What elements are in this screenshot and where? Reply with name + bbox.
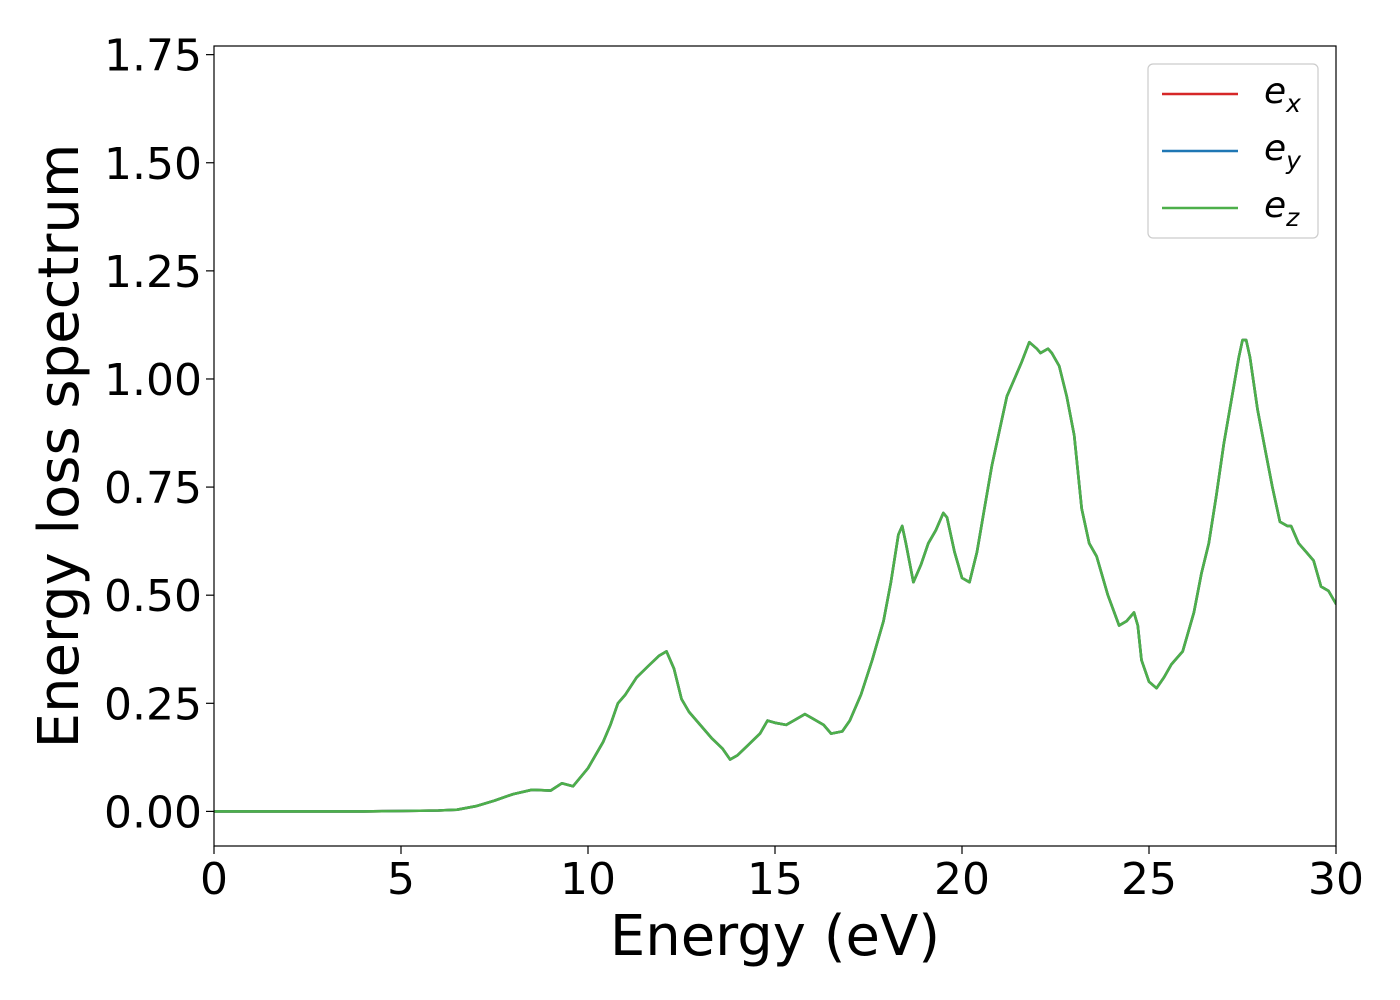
- y-axis-label: Energy loss spectrum: [27, 144, 92, 749]
- y-tick-label: 1.00: [104, 355, 202, 406]
- x-tick-label: 30: [1308, 854, 1364, 905]
- x-axis-ticks: 0 5 10 15 20 25 30: [200, 846, 1364, 905]
- y-tick-label: 0.75: [104, 463, 202, 514]
- series-line-z: [214, 338, 1336, 813]
- x-tick-label: 20: [934, 854, 990, 905]
- y-tick-label: 0.00: [104, 787, 202, 838]
- y-tick-label: 1.25: [104, 247, 202, 298]
- x-axis-label: Energy (eV): [610, 904, 940, 969]
- y-tick-label: 0.25: [104, 679, 202, 730]
- y-tick-label: 0.50: [104, 571, 202, 622]
- x-tick-label: 10: [560, 854, 616, 905]
- x-tick-label: 25: [1121, 854, 1177, 905]
- series-layer: [214, 338, 1336, 813]
- x-tick-label: 0: [200, 854, 228, 905]
- y-axis-ticks: 0.00 0.25 0.50 0.75 1.00 1.25 1.50 1.75: [104, 31, 214, 838]
- x-tick-label: 5: [387, 854, 415, 905]
- y-tick-label: 1.50: [104, 139, 202, 190]
- y-tick-label: 1.75: [104, 31, 202, 82]
- legend-label-y: ey: [1264, 128, 1302, 175]
- x-tick-label: 15: [747, 854, 803, 905]
